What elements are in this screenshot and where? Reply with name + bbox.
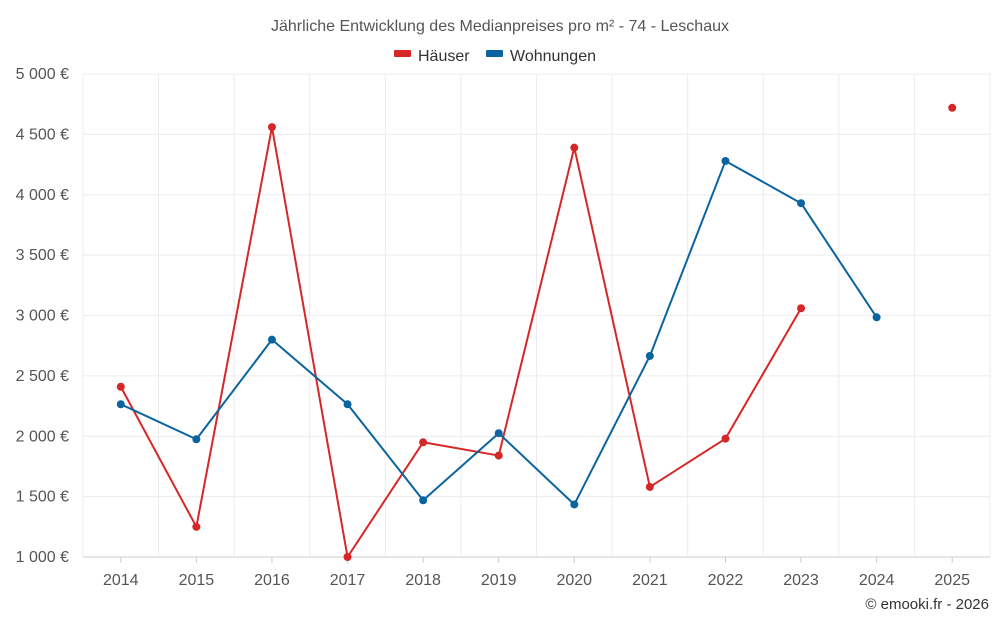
y-tick-label: 2 000 € (16, 428, 69, 445)
x-tick-label: 2014 (103, 572, 139, 589)
series-1 (116, 156, 881, 509)
legend-item-haeuser[interactable]: Häuser (394, 48, 470, 65)
legend-label-wohnungen: Wohnungen (510, 48, 596, 65)
x-tick-label: 2024 (859, 572, 895, 589)
x-tick-label: 2023 (783, 572, 819, 589)
chart-title: Jährliche Entwicklung des Medianpreises … (271, 18, 729, 35)
y-tick-label: 5 000 € (16, 66, 69, 83)
x-tick-label: 2020 (556, 572, 592, 589)
data-point[interactable] (192, 435, 201, 444)
data-point[interactable] (721, 434, 730, 443)
x-tick-label: 2021 (632, 572, 668, 589)
data-point[interactable] (494, 429, 503, 438)
y-axis-labels: 1 000 € 1 500 € 2 000 € 2 500 € 3 000 € 3 500… (16, 66, 69, 566)
legend-swatch-wohnungen (486, 50, 503, 57)
data-point[interactable] (721, 156, 730, 165)
legend-item-wohnungen[interactable]: Wohnungen (486, 48, 596, 65)
legend-label-haeuser: Häuser (418, 48, 470, 65)
data-point[interactable] (343, 553, 352, 561)
data-point[interactable] (419, 496, 428, 505)
data-point[interactable] (343, 400, 352, 409)
credit-text: © emooki.fr - 2026 (865, 596, 989, 613)
y-tick-label: 4 000 € (16, 187, 69, 204)
legend: Häuser Wohnungen (394, 48, 596, 65)
data-point[interactable] (645, 482, 654, 491)
data-point[interactable] (267, 123, 276, 132)
x-tick-label: 2016 (254, 572, 290, 589)
data-point[interactable] (948, 103, 957, 112)
x-axis-labels: 2014 2015 2016 2017 2018 2019 2020 2021 2022 2023… (103, 557, 970, 589)
y-tick-label: 3 500 € (16, 247, 69, 264)
data-point[interactable] (570, 500, 579, 509)
data-point[interactable] (494, 451, 503, 460)
data-point[interactable] (570, 143, 579, 152)
data-point[interactable] (645, 351, 654, 360)
series-0 (116, 103, 957, 561)
y-tick-label: 1 000 € (16, 549, 69, 566)
data-point[interactable] (116, 382, 125, 391)
y-tick-label: 4 500 € (16, 126, 69, 143)
data-point[interactable] (116, 400, 125, 409)
grid (82, 73, 991, 558)
y-tick-label: 2 500 € (16, 368, 69, 385)
data-point[interactable] (419, 438, 428, 447)
series-line (119, 126, 802, 558)
x-tick-label: 2025 (934, 572, 970, 589)
x-tick-label: 2018 (405, 572, 441, 589)
y-tick-label: 1 500 € (16, 489, 69, 506)
data-point[interactable] (797, 199, 806, 208)
x-tick-label: 2019 (481, 572, 517, 589)
y-tick-label: 3 000 € (16, 308, 69, 325)
data-point[interactable] (267, 335, 276, 344)
data-point[interactable] (872, 313, 881, 322)
legend-swatch-haeuser (394, 50, 411, 57)
data-point[interactable] (192, 522, 201, 531)
x-tick-label: 2022 (708, 572, 744, 589)
x-tick-label: 2017 (330, 572, 366, 589)
series (116, 103, 957, 561)
x-tick-label: 2015 (179, 572, 215, 589)
data-point[interactable] (797, 304, 806, 313)
